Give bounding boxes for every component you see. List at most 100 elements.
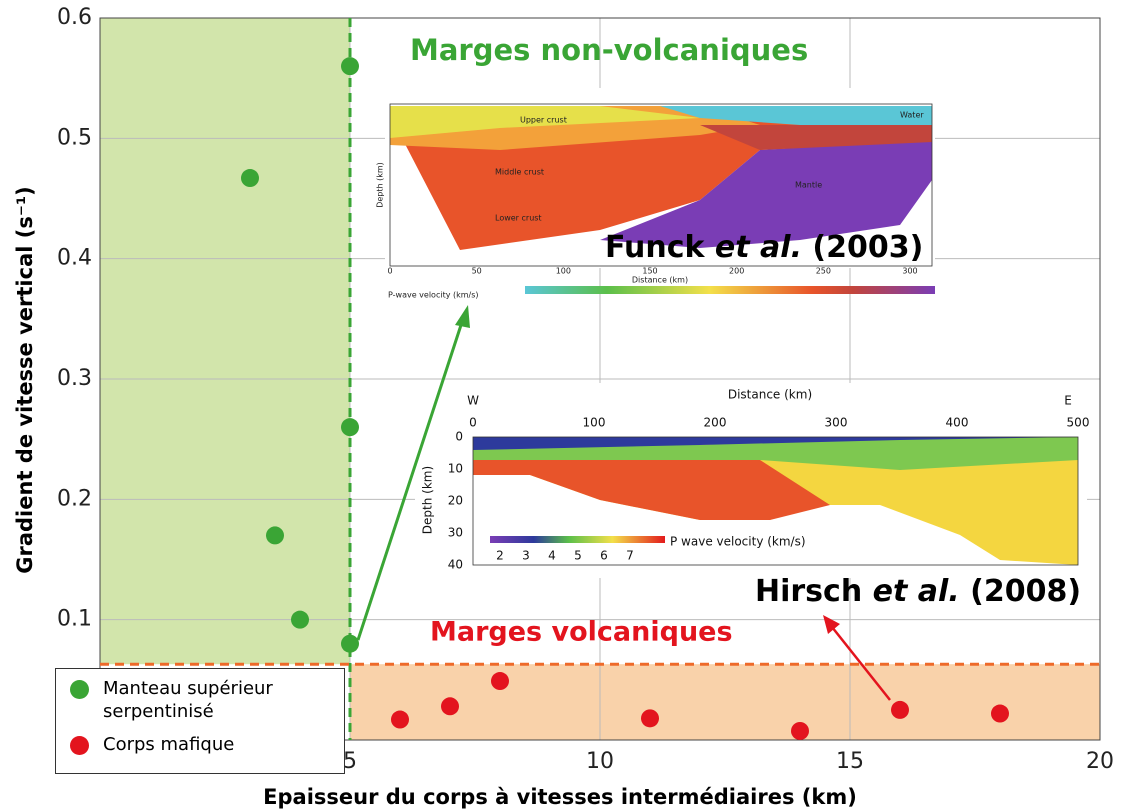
- inset-label: Upper crust: [520, 116, 567, 125]
- y-tick-label: 0.1: [57, 607, 92, 632]
- point: [341, 418, 359, 437]
- layer: [600, 140, 932, 248]
- legend-item: Manteau supérieur serpentinisé: [70, 677, 334, 723]
- inset-tick-label: 20: [448, 494, 463, 508]
- layer: [660, 106, 932, 125]
- inset-label: Depth (km): [376, 162, 385, 208]
- x-tick-label: 20: [1086, 749, 1114, 774]
- region: [100, 18, 350, 665]
- inset-tick-label: 40: [448, 558, 463, 572]
- point: [341, 634, 359, 653]
- inset-tick-label: 50: [472, 267, 482, 276]
- annotation-part: et al.: [873, 574, 960, 609]
- annotation: Funck et al. (2003): [605, 230, 923, 265]
- inset-tick-label: 300: [902, 267, 917, 276]
- annotation: Marges volcaniques: [430, 617, 733, 648]
- inset-label: Water: [900, 111, 924, 120]
- point: [291, 610, 309, 629]
- layer: [473, 460, 830, 520]
- inset-frame: [472, 436, 1079, 566]
- point: [391, 710, 409, 729]
- legend-label: Corps mafique: [103, 734, 235, 755]
- annotation: Marges non-volcaniques: [410, 33, 808, 67]
- annotation-part: (2008): [970, 574, 1081, 609]
- inset-label: E: [1064, 394, 1072, 408]
- point: [266, 526, 284, 545]
- arrow-head: [823, 615, 840, 634]
- legend-item: Corps mafique: [70, 733, 334, 756]
- inset-tick-label: 300: [825, 416, 848, 430]
- inset-tick-label: 4: [548, 549, 556, 563]
- point: [491, 672, 509, 691]
- arrow: [356, 321, 464, 641]
- y-tick-label: 0.6: [57, 5, 92, 30]
- plot-frame: [99, 17, 1101, 741]
- inset-frame: [389, 103, 933, 267]
- inset-tick-label: 0: [387, 267, 392, 276]
- point: [341, 57, 359, 76]
- inset-tick-label: 200: [704, 416, 727, 430]
- inset-funck: Upper crust Middle crust Lower crust Man…: [376, 88, 935, 300]
- inset-label: W: [467, 394, 479, 408]
- y-tick-label: 0.5: [57, 125, 92, 150]
- inset-label: Depth (km): [421, 466, 435, 534]
- inset-tick-label: 2: [496, 549, 504, 563]
- legend-marker: [70, 680, 89, 699]
- legend: Manteau supérieur serpentinisé Corps mafi…: [55, 668, 345, 774]
- point: [991, 704, 1009, 723]
- region: [350, 664, 1100, 740]
- arrow: [831, 626, 891, 701]
- inset-tick-label: 100: [583, 416, 606, 430]
- inset-hirsch: Distance (km) W E Depth (km) P wave velo…: [415, 383, 1089, 578]
- legend-label: Manteau supérieur serpentinisé: [103, 678, 273, 722]
- inset-tick-label: 250: [816, 267, 831, 276]
- inset-tick-label: 10: [448, 462, 463, 476]
- inset-label: P wave velocity (km/s): [670, 535, 806, 549]
- inset-tick-label: 0: [469, 416, 477, 430]
- inset-label: Middle crust: [495, 168, 544, 177]
- annotation-part: Hirsch: [755, 574, 862, 609]
- inset-label: P-wave velocity (km/s): [388, 291, 479, 300]
- layer: [390, 106, 700, 138]
- y-tick-label: 0.4: [57, 246, 92, 271]
- inset-tick-label: 150: [642, 267, 657, 276]
- inset-tick-label: 500: [1067, 416, 1090, 430]
- inset-label: Lower crust: [495, 214, 542, 223]
- layer: [700, 125, 932, 150]
- annotation-part: et al.: [715, 230, 802, 265]
- arrow-head: [455, 305, 470, 328]
- inset-tick-label: 5: [574, 549, 582, 563]
- inset-tick-label: 400: [946, 416, 969, 430]
- inset-tick-label: 6: [600, 549, 608, 563]
- annotation-part: (2003): [812, 230, 923, 265]
- colorbar: [525, 286, 935, 294]
- x-axis-label: Epaisseur du corps à vitesses intermédia…: [263, 785, 857, 809]
- x-tick-label: 15: [836, 749, 864, 774]
- inset-tick-label: 30: [448, 526, 463, 540]
- y-tick-label: 0.3: [57, 366, 92, 391]
- inset-tick-label: 200: [729, 267, 744, 276]
- inset-label: Mantle: [795, 181, 822, 190]
- x-tick-label: 10: [586, 749, 614, 774]
- x-tick-label: 5: [343, 749, 357, 774]
- inset-tick-label: 7: [626, 549, 634, 563]
- annotation-part: Funck: [605, 230, 705, 265]
- inset-label: Distance (km): [728, 388, 812, 402]
- point: [641, 709, 659, 728]
- annotation: Hirsch et al. (2008): [755, 574, 1081, 609]
- point: [891, 700, 909, 719]
- point: [441, 697, 459, 716]
- colorbar: [490, 536, 665, 543]
- y-axis-label: Gradient de vitesse vertical (s⁻¹): [13, 186, 37, 573]
- legend-marker: [70, 736, 89, 755]
- inset-tick-label: 0: [455, 430, 463, 444]
- inset-tick-label: 100: [556, 267, 571, 276]
- point: [791, 721, 809, 740]
- y-tick-label: 0.2: [57, 486, 92, 511]
- layer: [473, 437, 1078, 450]
- inset-label: Distance (km): [632, 276, 688, 285]
- point: [241, 169, 259, 188]
- inset-tick-label: 3: [522, 549, 530, 563]
